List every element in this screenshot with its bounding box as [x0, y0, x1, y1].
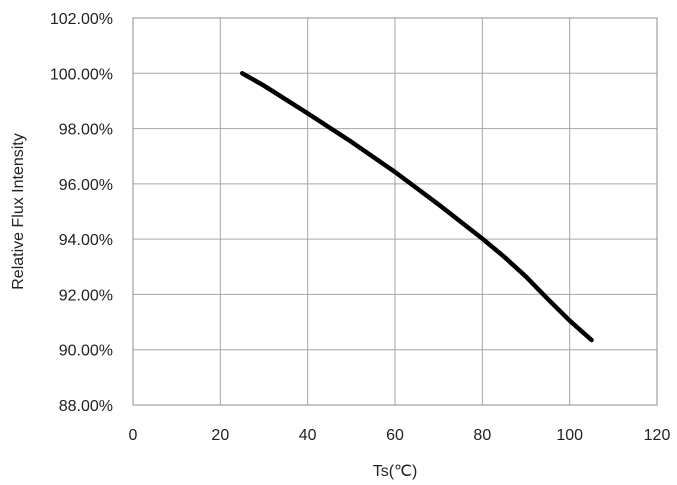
y-tick-label: 90.00%: [59, 343, 113, 360]
x-tick-label: 80: [473, 427, 491, 444]
x-axis-tick-labels: 0 20 40 60 80 100 120: [129, 427, 671, 444]
y-tick-label: 98.00%: [59, 122, 113, 139]
series-layer: [239, 71, 594, 343]
series-line: [239, 71, 594, 343]
y-tick-label: 100.00%: [50, 66, 113, 83]
x-tick-label: 0: [129, 427, 138, 444]
y-axis-tick-labels: 88.00% 90.00% 92.00% 94.00% 96.00% 98.00% 100.…: [50, 11, 113, 415]
x-tick-label: 40: [299, 427, 317, 444]
x-tick-label: 20: [211, 427, 229, 444]
x-tick-label: 60: [386, 427, 404, 444]
grid: [132, 17, 658, 406]
y-tick-label: 88.00%: [59, 398, 113, 415]
y-axis-title: Relative Flux Intensity: [10, 133, 27, 290]
plot-area-frame: [132, 17, 658, 406]
y-tick-label: 96.00%: [59, 177, 113, 194]
x-tick-label: 120: [644, 427, 671, 444]
x-tick-label: 100: [556, 427, 583, 444]
y-tick-label: 94.00%: [59, 232, 113, 249]
x-axis-title: Ts(℃): [373, 463, 418, 480]
y-tick-label: 92.00%: [59, 287, 113, 304]
y-tick-label: 102.00%: [50, 11, 113, 28]
